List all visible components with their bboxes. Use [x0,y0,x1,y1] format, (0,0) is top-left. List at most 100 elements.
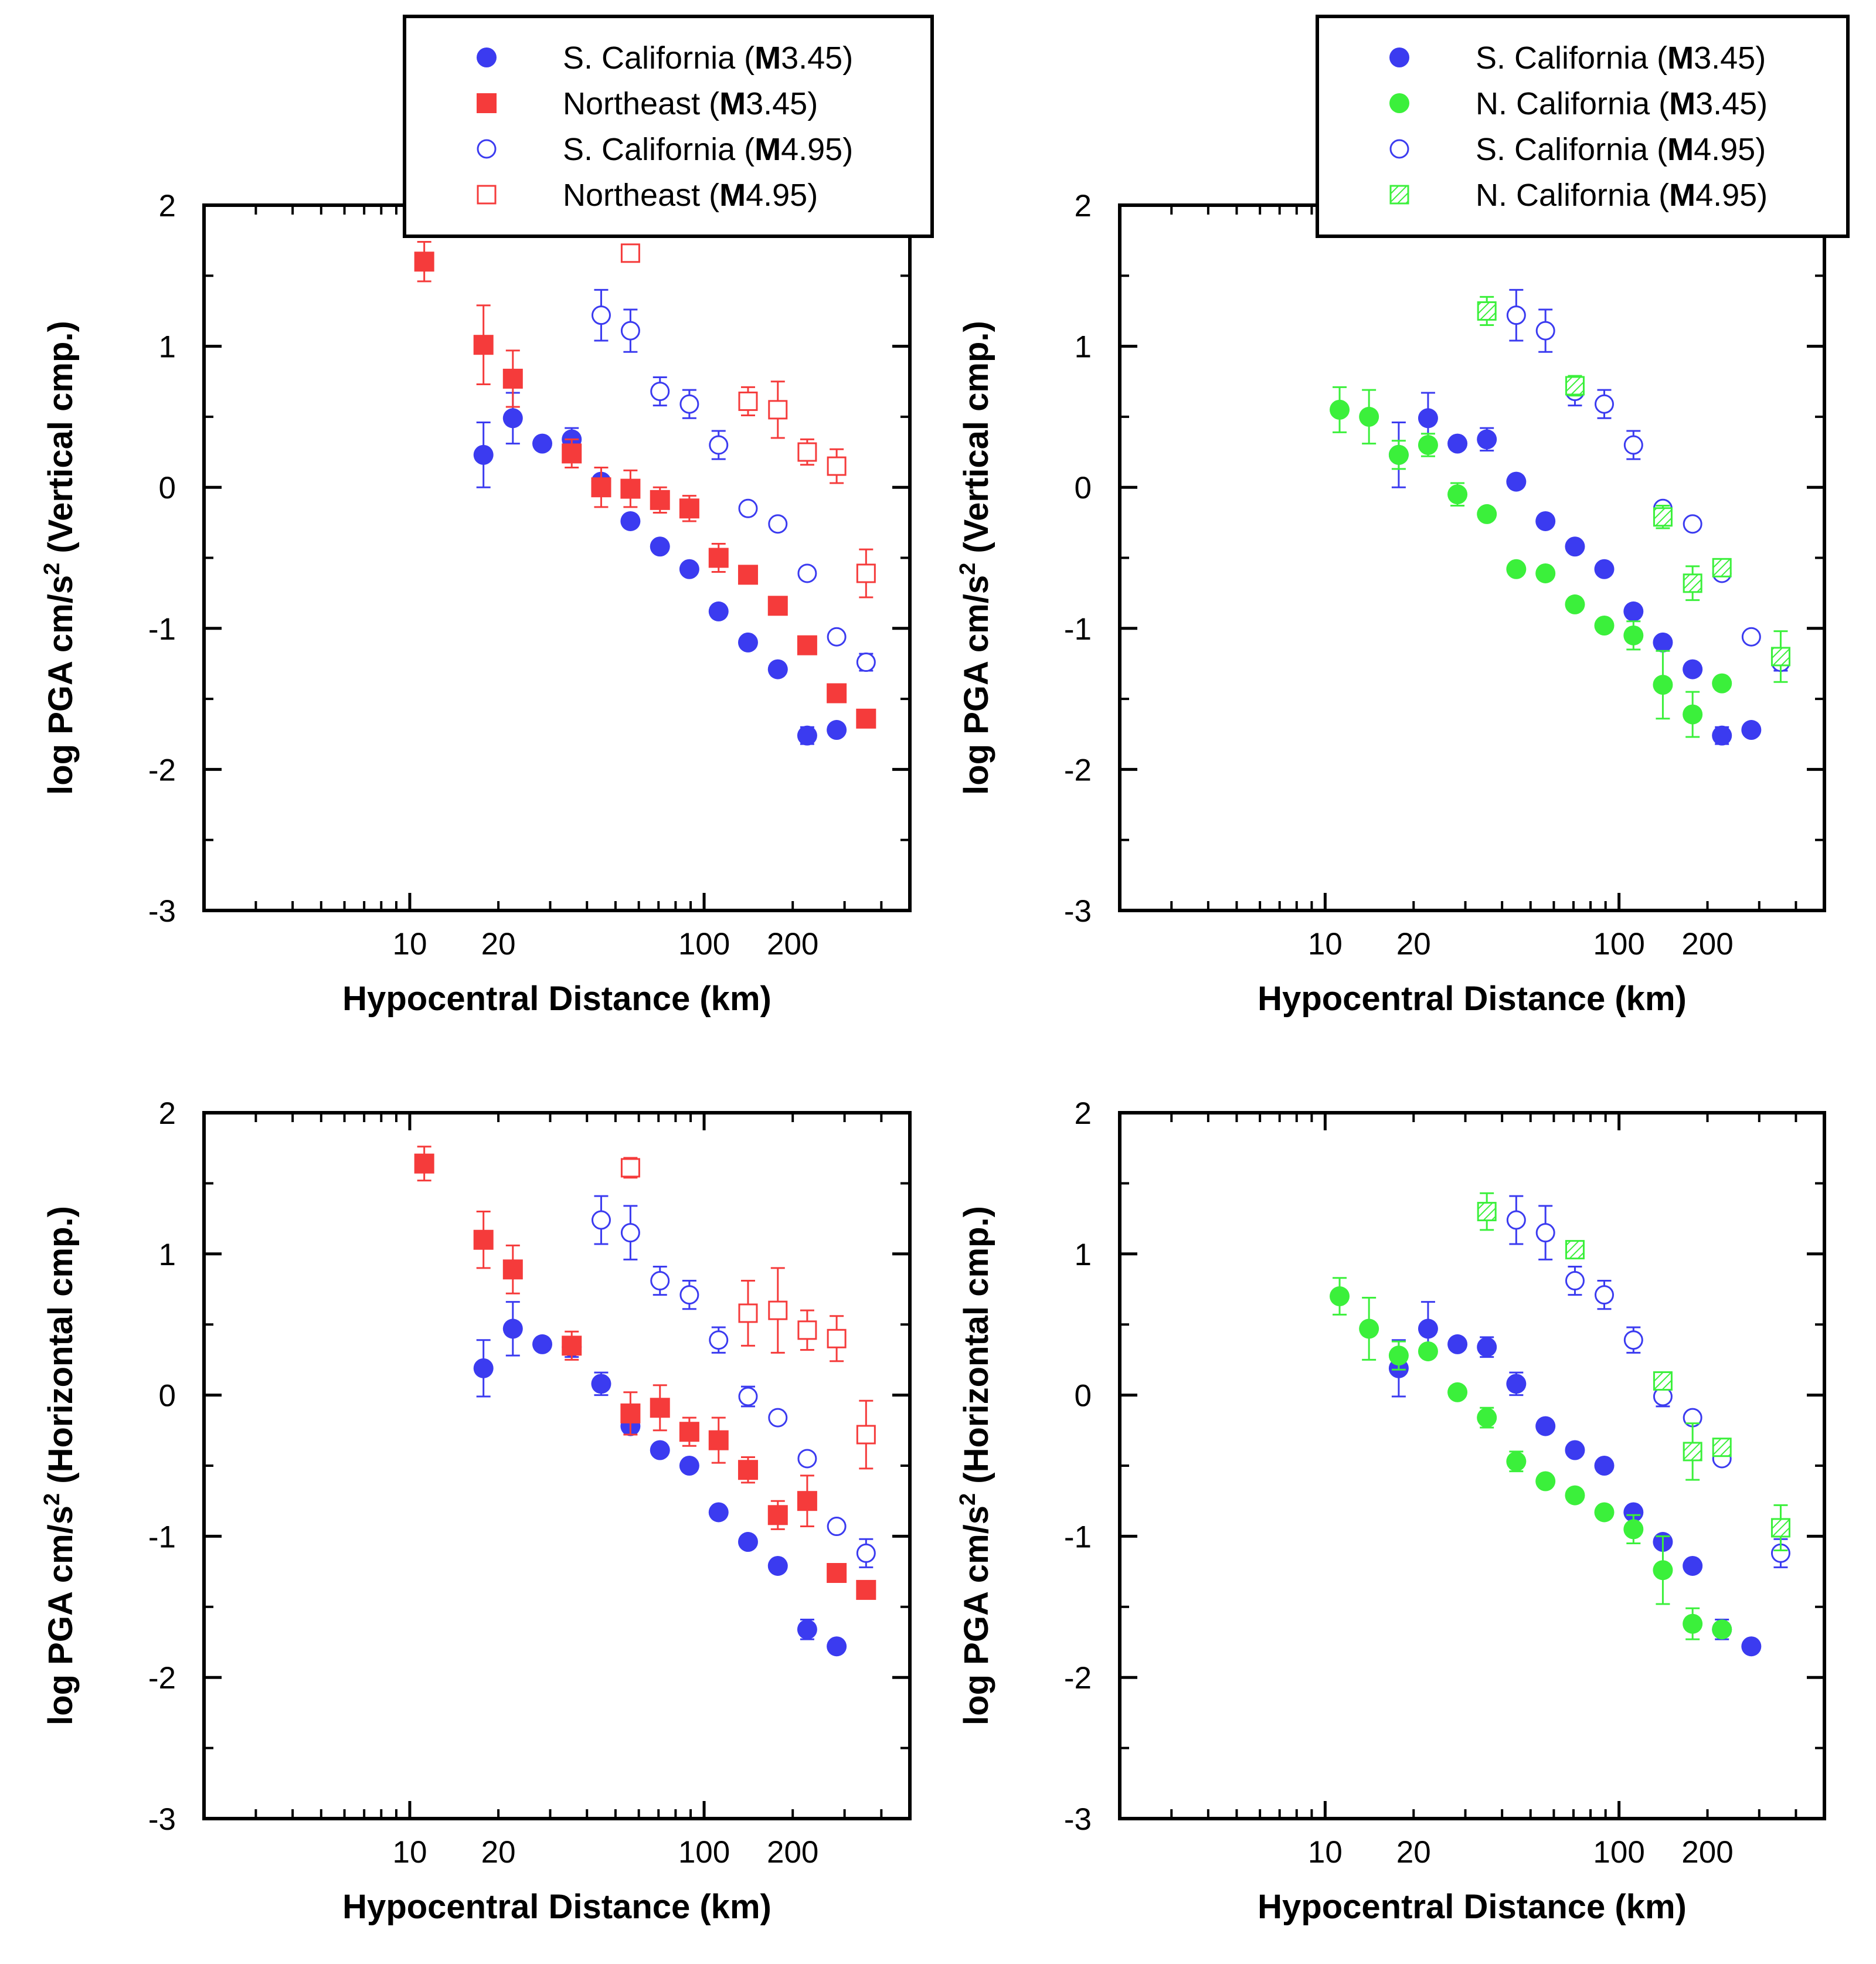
legend-label: N. California (M3.45) [1476,86,1768,121]
data-point [827,1517,847,1537]
x-tick-label: 20 [481,1835,516,1870]
data-point [1447,484,1468,505]
data-point [679,1285,699,1305]
series-0 [473,392,847,746]
data-point [473,444,494,465]
data-point [650,1271,670,1291]
data-point [502,1319,523,1339]
data-point [1418,408,1438,429]
data-point [1388,444,1409,465]
data-point [768,1408,788,1428]
data-point [1535,1416,1556,1436]
data-point [1506,471,1527,492]
data-point [1418,1341,1438,1361]
x-axis-title: Hypocentral Distance (km) [1258,980,1687,1018]
legend-label: S. California (M4.95) [563,132,853,167]
data-point [856,653,876,672]
data-point [1447,1334,1468,1354]
data-point [1712,558,1732,577]
data-point [827,683,847,704]
data-point [1653,507,1673,527]
data-point [1683,1555,1703,1576]
data-point [738,632,758,653]
data-point [1418,1319,1438,1339]
y-tick-label: -3 [148,1802,176,1837]
legend: S. California (M3.45) Northeast (M3.45) S.… [403,15,934,238]
data-point [738,391,758,411]
legend: S. California (M3.45) N. California (M3.4… [1316,15,1850,238]
y-tick-label: -2 [1064,1661,1092,1695]
data-point [1535,1471,1556,1491]
legend-label: Northeast (M3.45) [563,86,818,121]
data-point [708,1502,729,1523]
y-tick-label: -1 [148,1520,176,1554]
x-axis-title: Hypocentral Distance (km) [342,1888,772,1926]
data-point [709,1330,729,1350]
data-point [827,1636,847,1657]
x-tick-label: 10 [392,927,427,961]
x-tick-label: 200 [767,927,818,961]
data-point [1506,1451,1527,1472]
data-point [620,243,640,263]
data-point [679,498,699,519]
data-point [473,1358,494,1378]
x-axis-title: Hypocentral Distance (km) [342,980,772,1018]
x-tick-label: 100 [678,1835,730,1870]
y-axis-title: log PGA cm/s2 (Horizontal cmp.) [956,1206,995,1725]
data-point [620,1223,640,1243]
data-point [650,1398,670,1418]
data-point [1418,435,1438,456]
data-point [1623,1502,1644,1523]
data-point [679,1456,699,1476]
data-point [797,635,817,655]
y-tick-label: 1 [1075,1238,1092,1272]
data-point [1770,1518,1790,1538]
x-tick-label: 100 [1593,927,1644,961]
y-tick-label: -2 [148,753,176,787]
legend-marker [1389,185,1409,205]
data-point [1623,1519,1644,1540]
series-0 [1388,392,1762,746]
y-tick-label: -3 [1064,894,1092,929]
y-axis-title: log PGA cm/s2 (Vertical cmp.) [956,321,995,795]
y-tick-label: 1 [159,1238,176,1272]
data-point [1477,1337,1497,1357]
data-point [473,335,494,355]
legend-marker [477,47,497,67]
data-point [1565,536,1585,557]
series-1 [1330,386,1732,738]
data-point [1594,1502,1615,1523]
data-point [1623,1330,1643,1350]
data-point [738,1460,758,1480]
data-point [1359,406,1379,427]
legend-marker [477,185,497,205]
data-point [620,321,640,341]
data-point [1359,1319,1379,1339]
data-point [591,477,611,498]
legend-marker [1389,47,1409,67]
data-point [1683,704,1703,725]
data-point [620,478,641,499]
data-point [767,596,788,616]
data-point [679,394,699,414]
data-point [767,1505,788,1525]
data-point [502,408,523,429]
data-point [708,601,729,621]
series-2 [591,1195,876,1568]
data-point [797,1491,817,1511]
data-point [620,1158,640,1178]
legend-marker [1389,93,1409,113]
legend-label: S. California (M3.45) [1476,40,1766,76]
y-tick-label: -3 [148,894,176,929]
data-point [502,1259,523,1280]
data-point [797,1320,817,1340]
data-point [1683,1613,1703,1634]
data-point [1506,1210,1526,1230]
data-point [562,1336,582,1356]
y-tick-label: 2 [159,189,176,223]
data-point [708,548,729,568]
data-point [1506,1374,1527,1394]
data-point [1653,632,1673,653]
